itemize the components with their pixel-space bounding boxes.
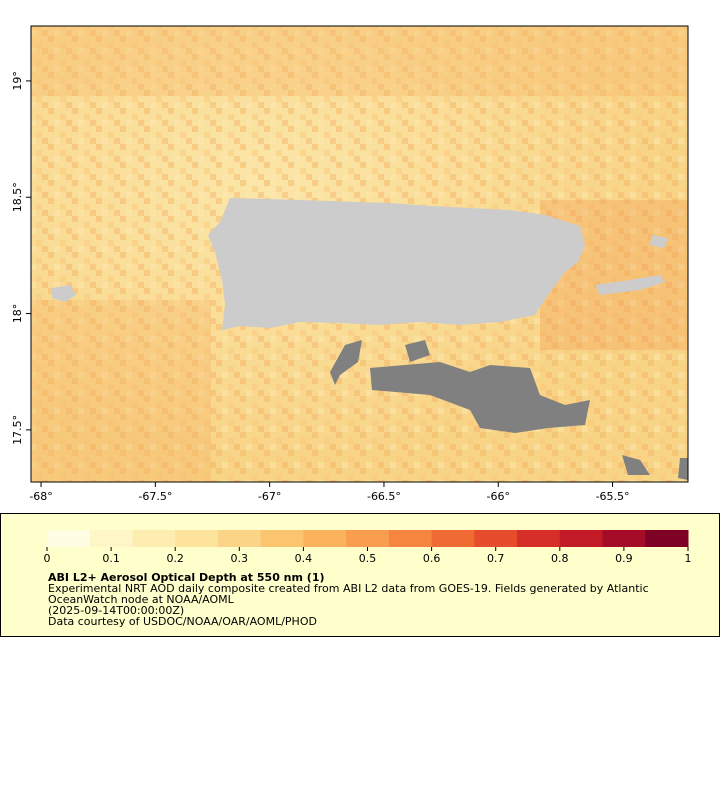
- legend-text: (2025-09-14T00:00:00Z): [48, 604, 184, 617]
- colorbar-segment: [431, 530, 475, 547]
- x-tick-label: -67°: [258, 490, 281, 503]
- colorbar-segment: [47, 530, 91, 547]
- no-data-region: [370, 362, 590, 433]
- colorbar-tick-label: 0.3: [231, 552, 249, 565]
- x-tick-label: -66.5°: [367, 490, 401, 503]
- x-tick-label: -68°: [29, 490, 52, 503]
- colorbar-tick-label: 0.7: [487, 552, 505, 565]
- colorbar-segment: [89, 530, 133, 547]
- colorbar-segment: [602, 530, 646, 547]
- colorbar-segment: [260, 530, 304, 547]
- legend-text: Experimental NRT AOD daily composite cre…: [48, 582, 649, 595]
- colorbar-tick-label: 0.8: [551, 552, 569, 565]
- colorbar-tick-label: 0.5: [359, 552, 377, 565]
- colorbar-tick-label: 0.4: [295, 552, 313, 565]
- land-mona: [52, 285, 76, 302]
- colorbar-tick-label: 0.2: [166, 552, 184, 565]
- colorbar-segment: [474, 530, 518, 547]
- no-data-region: [330, 340, 362, 385]
- colorbar-segment: [132, 530, 176, 547]
- land-vieques: [595, 275, 665, 295]
- colorbar-segment: [388, 530, 433, 547]
- colorbar-tick-label: 0.9: [615, 552, 633, 565]
- x-tick-label: -66°: [487, 490, 510, 503]
- legend-title: ABI L2+ Aerosol Optical Depth at 550 nm …: [48, 571, 325, 584]
- colorbar-segment: [559, 530, 604, 547]
- colorbar-tick-label: 1: [685, 552, 692, 565]
- colorbar-tick-label: 0.1: [102, 552, 120, 565]
- y-tick-label: 19°: [11, 71, 24, 91]
- map-frame: [30, 25, 689, 483]
- no-data-region: [622, 455, 650, 475]
- map-field: [31, 26, 688, 482]
- x-tick-label: -67.5°: [138, 490, 172, 503]
- legend-text: OceanWatch node at NOAA/AOML: [48, 593, 235, 606]
- land-puerto-rico: [208, 198, 585, 330]
- colorbar-segment: [217, 530, 262, 547]
- colorbar-segment: [175, 530, 219, 547]
- colorbar-tick-label: 0: [44, 552, 51, 565]
- no-data-region: [405, 340, 430, 362]
- land-island: [650, 235, 668, 248]
- colorbar-segment: [645, 530, 689, 547]
- x-tick-label: -65.5°: [596, 490, 630, 503]
- colorbar-segment: [517, 530, 561, 547]
- y-tick-label: 18°: [11, 304, 24, 324]
- colorbar-tick-label: 0.6: [423, 552, 441, 565]
- y-tick-label: 18.5°: [11, 182, 24, 212]
- legend-text: Data courtesy of USDOC/NOAA/OAR/AOML/PHO…: [48, 615, 317, 628]
- colorbar-segment: [303, 530, 347, 547]
- no-data-region: [678, 458, 688, 480]
- colorbar-segment: [346, 530, 390, 547]
- y-tick-label: 17.5°: [11, 415, 24, 445]
